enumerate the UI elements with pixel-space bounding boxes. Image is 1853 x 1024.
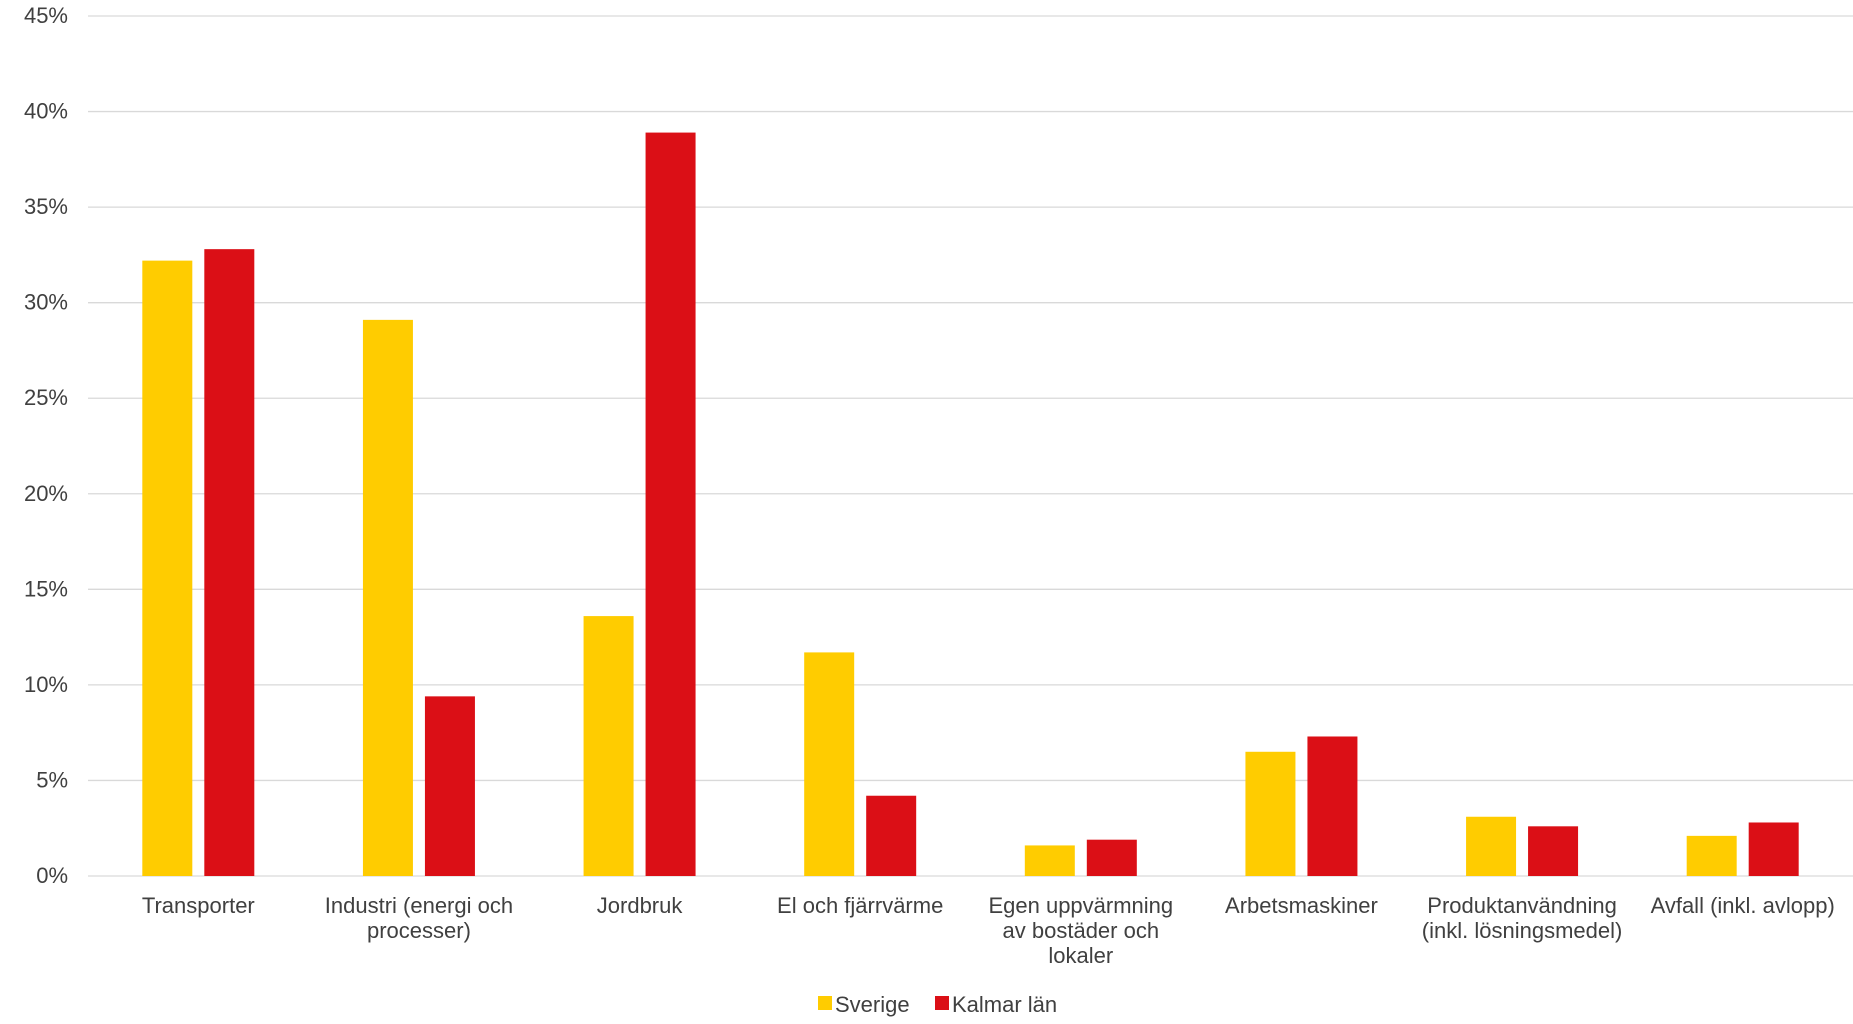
- x-tick-label: Transporter: [142, 893, 255, 918]
- legend-label: Kalmar län: [952, 992, 1057, 1017]
- bar-kalmar-l-n-5: [1086, 839, 1137, 876]
- bar-sverige-7: [1466, 816, 1517, 876]
- legend-label: Sverige: [835, 992, 910, 1017]
- y-tick-label: 15%: [24, 576, 68, 601]
- y-axis-ticks: 0% 5% 10% 15% 20% 25% 30% 35% 40% 45%: [24, 3, 68, 888]
- legend-swatch: [818, 996, 832, 1010]
- bar-kalmar-l-n-6: [1307, 736, 1358, 876]
- y-tick-label: 40%: [24, 99, 68, 124]
- gridlines: [88, 15, 1853, 877]
- x-tick-label: Avfall (inkl. avlopp): [1651, 893, 1835, 918]
- bar-kalmar-l-n-2: [424, 696, 475, 876]
- legend: Sverige Kalmar län: [818, 992, 1057, 1017]
- legend-swatch: [935, 996, 949, 1010]
- x-tick-label: Arbetsmaskiner: [1225, 893, 1378, 918]
- x-tick-label: Produktanvändning: [1427, 893, 1617, 918]
- y-tick-label: 20%: [24, 481, 68, 506]
- bar-kalmar-l-n-1: [204, 249, 255, 877]
- bar-sverige-2: [362, 319, 413, 876]
- x-tick-label: processer): [367, 918, 471, 943]
- bar-sverige-1: [142, 260, 193, 877]
- x-tick-label: (inkl. lösningsmedel): [1422, 918, 1623, 943]
- x-tick-label: Industri (energi och: [325, 893, 513, 918]
- bar-sverige-6: [1245, 751, 1296, 876]
- y-tick-label: 30%: [24, 290, 68, 315]
- y-tick-label: 35%: [24, 194, 68, 219]
- bar-kalmar-l-n-3: [645, 132, 696, 877]
- bar-sverige-8: [1686, 835, 1737, 876]
- y-tick-label: 10%: [24, 672, 68, 697]
- y-tick-label: 45%: [24, 3, 68, 28]
- x-tick-label: Jordbruk: [597, 893, 684, 918]
- bar-sverige-5: [1024, 845, 1075, 876]
- bar-sverige-4: [804, 652, 855, 876]
- y-tick-label: 25%: [24, 385, 68, 410]
- bar-kalmar-l-n-8: [1748, 822, 1799, 876]
- x-tick-label: El och fjärrvärme: [777, 893, 943, 918]
- x-tick-label: lokaler: [1048, 943, 1113, 968]
- x-axis-labels: Transporter Industri (energi ochprocesser…: [142, 893, 1835, 968]
- bar-sverige-3: [583, 616, 634, 876]
- bar-kalmar-l-n-7: [1528, 826, 1579, 876]
- y-tick-label: 0%: [36, 863, 68, 888]
- bar-kalmar-l-n-4: [866, 795, 917, 876]
- y-tick-label: 5%: [36, 767, 68, 792]
- x-tick-label: av bostäder och: [1003, 918, 1160, 943]
- bars: [142, 132, 1799, 877]
- x-tick-label: Egen uppvärmning: [988, 893, 1173, 918]
